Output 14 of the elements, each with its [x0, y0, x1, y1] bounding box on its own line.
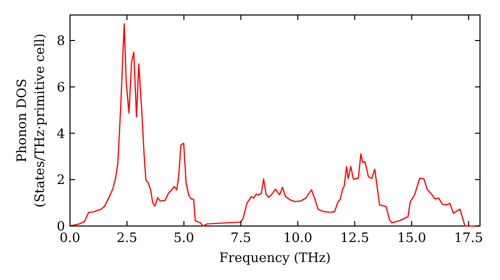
y-tick-label: 8	[56, 34, 65, 50]
x-tick-label: 2.5	[116, 231, 138, 246]
x-tick-label: 5.0	[174, 231, 194, 246]
y-tick-label: 6	[56, 80, 65, 96]
x-tick-label: 15.0	[397, 231, 426, 246]
y-axis-title: Phonon DOS (States/THz·primitive cell)	[15, 33, 48, 208]
x-tick-label: 17.5	[454, 231, 484, 246]
y-tick-label: 2	[56, 173, 65, 188]
x-tick-label: 10.0	[283, 231, 312, 246]
x-tick-label: 7.5	[230, 231, 252, 246]
x-tick-label: 0.0	[60, 231, 80, 246]
x-axis-title: Frequency (THz)	[219, 251, 331, 266]
x-tick-label: 12.5	[340, 231, 370, 246]
y-tick-label: 4	[56, 126, 65, 142]
